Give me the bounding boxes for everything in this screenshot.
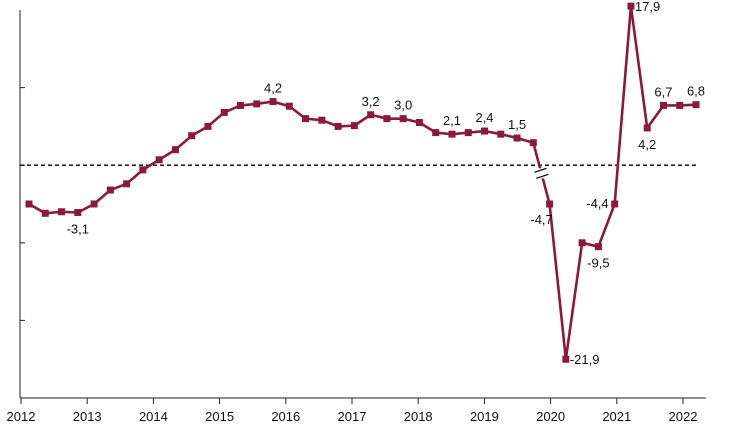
series-line-segment: [613, 4, 633, 206]
data-point-marker: [627, 2, 635, 10]
data-point-marker: [611, 200, 619, 208]
data-point-marker: [253, 100, 261, 108]
x-tick-label: 2018: [404, 409, 433, 424]
data-point-marker: [302, 115, 310, 123]
data-point-marker: [58, 208, 66, 216]
data-point-marker: [659, 101, 667, 109]
data-point-marker: [41, 209, 49, 217]
series-line-segment: [645, 104, 665, 130]
data-point-marker: [676, 101, 684, 109]
data-point-marker: [367, 111, 375, 119]
data-point-marker: [578, 239, 586, 247]
x-tick-label: 2016: [271, 409, 300, 424]
data-point-marker: [285, 102, 293, 110]
data-point-marker: [123, 180, 131, 188]
data-point-marker: [481, 127, 489, 135]
data-point-marker: [643, 124, 651, 132]
data-point-marker: [448, 130, 456, 138]
data-label: 2,4: [475, 110, 493, 125]
x-tick-label: 2019: [470, 409, 499, 424]
data-point-marker: [204, 122, 212, 130]
x-tick-label: 2021: [602, 409, 631, 424]
data-point-marker: [529, 139, 537, 147]
data-point-marker: [90, 200, 98, 208]
x-tick-label: 2022: [669, 409, 698, 424]
data-point-marker: [171, 146, 179, 154]
data-point-marker: [513, 134, 521, 142]
data-point-marker: [497, 130, 505, 138]
data-label: 6,7: [654, 84, 672, 99]
data-label: 17,9: [635, 0, 660, 14]
series-line-segment: [629, 4, 649, 130]
data-point-marker: [155, 156, 163, 164]
data-label: 3,0: [394, 98, 412, 113]
data-labels: -3,1 4,2 3,2 3,0 2,1 2,4 1,5 -4,7 -21,9 -9,5 -4,4 1…: [67, 0, 705, 367]
data-point-marker: [74, 209, 82, 217]
series-line-segment: [548, 202, 568, 361]
data-point-marker: [334, 122, 342, 130]
break-slash: [536, 173, 549, 179]
data-label: -21,9: [570, 352, 600, 367]
data-point-marker: [188, 132, 196, 140]
data-point-marker: [546, 200, 554, 208]
data-label: 1,5: [508, 117, 526, 132]
data-point-marker: [594, 243, 602, 251]
x-tick-label: 2015: [205, 409, 234, 424]
data-point-marker: [236, 101, 244, 109]
chart-axes: 2012 2013 2014 2015 2016 2017 2018 2019 2020 2021…: [7, 10, 706, 424]
series-line-segment: [597, 202, 616, 248]
series-line-segment: [564, 241, 584, 361]
x-tick-label: 2020: [536, 409, 565, 424]
x-tick-label: 2012: [7, 409, 36, 424]
data-point-marker: [220, 108, 228, 116]
data-point-marker: [399, 115, 407, 123]
data-point-marker: [562, 355, 570, 363]
axis-break-marker: [533, 167, 550, 179]
data-point-marker: [318, 116, 326, 124]
data-label: -3,1: [67, 222, 89, 237]
data-label: 4,2: [264, 81, 282, 96]
x-tick-label: 2013: [73, 409, 102, 424]
x-tick-label: 2014: [139, 409, 168, 424]
data-point-marker: [464, 129, 472, 137]
data-point-marker: [692, 101, 700, 109]
data-label: -4,7: [530, 212, 552, 227]
data-point-marker: [415, 119, 423, 127]
data-label: 4,2: [638, 137, 656, 152]
x-tick-label: 2017: [338, 409, 367, 424]
data-point-marker: [383, 115, 391, 123]
data-point-marker: [139, 166, 147, 174]
data-label: 2,1: [443, 113, 461, 128]
break-gap: [533, 168, 550, 179]
data-point-marker: [269, 98, 277, 106]
data-label: -4,4: [586, 196, 608, 211]
data-label: 6,8: [687, 84, 705, 99]
series-points: [25, 2, 700, 363]
data-label: -9,5: [587, 256, 609, 271]
data-point-marker: [25, 200, 33, 208]
data-point-marker: [350, 122, 358, 130]
break-slash: [534, 167, 547, 173]
data-label: 3,2: [362, 94, 380, 109]
data-point-marker: [432, 129, 440, 137]
data-point-marker: [106, 186, 114, 194]
